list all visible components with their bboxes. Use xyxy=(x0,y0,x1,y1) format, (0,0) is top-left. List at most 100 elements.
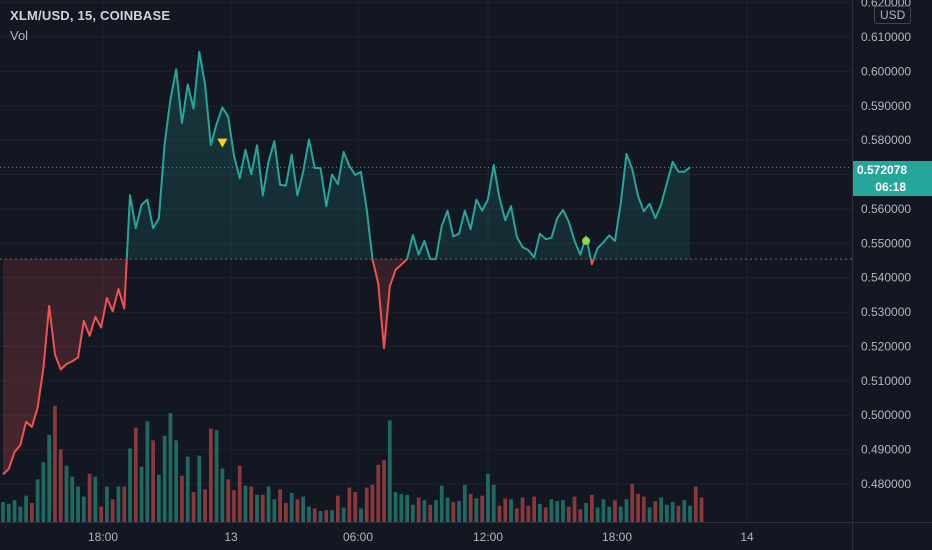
volume-bar xyxy=(699,497,704,522)
volume-bar xyxy=(237,465,242,522)
volume-bar xyxy=(29,502,34,522)
volume-bar xyxy=(682,500,687,522)
volume-bar xyxy=(665,504,669,522)
y-tick-label: 0.480000 xyxy=(861,477,911,491)
volume-bar xyxy=(93,476,98,522)
x-tick-label: 12:00 xyxy=(473,530,503,544)
volume-bar xyxy=(151,440,155,522)
volume-bar xyxy=(185,456,190,522)
x-tick-label: 13 xyxy=(224,530,238,544)
volume-bar xyxy=(232,490,236,522)
volume-bar xyxy=(180,475,184,522)
volume-bar xyxy=(330,510,334,522)
volume-bar xyxy=(353,492,358,522)
volume-bar xyxy=(81,496,86,522)
volume-bar xyxy=(12,500,17,522)
volume-bar xyxy=(359,508,363,522)
volume-bar xyxy=(549,499,554,522)
volume-indicator-label[interactable]: Vol xyxy=(10,28,29,43)
volume-bar xyxy=(260,494,265,522)
volume-bar xyxy=(543,507,548,522)
volume-bar xyxy=(266,486,271,522)
volume-bar xyxy=(572,496,577,522)
volume-bar xyxy=(613,500,617,522)
volume-bar xyxy=(641,496,646,522)
area-fill-above-baseline xyxy=(3,51,690,260)
volume-bar xyxy=(497,505,502,522)
volume-bar xyxy=(693,486,698,522)
volume-bar xyxy=(133,427,138,522)
volume-bar xyxy=(676,505,681,522)
volume-bar xyxy=(555,501,560,522)
volume-bar xyxy=(509,499,513,522)
volume-bar xyxy=(324,510,329,522)
volume-bar xyxy=(191,492,196,522)
signal-marker-triangle xyxy=(217,138,228,148)
volume-bar xyxy=(491,484,496,522)
volume-bar xyxy=(24,495,28,522)
volume-bar xyxy=(387,420,392,522)
volume-bar xyxy=(561,500,565,522)
volume-bar xyxy=(18,506,23,522)
volume-bar xyxy=(249,486,254,522)
volume-bar xyxy=(578,509,583,522)
volume-bar xyxy=(139,466,144,522)
volume-bar xyxy=(601,499,606,522)
volume-bar xyxy=(636,493,640,522)
y-tick-label: 0.550000 xyxy=(861,236,911,250)
volume-bar xyxy=(35,479,40,522)
volume-bar xyxy=(284,502,288,522)
y-tick-label: 0.490000 xyxy=(861,443,911,457)
volume-bar xyxy=(405,494,409,522)
volume-bar xyxy=(364,487,369,522)
volume-bar xyxy=(145,421,150,522)
volume-bar xyxy=(87,473,92,522)
volume-bar xyxy=(416,497,421,522)
price-line-below xyxy=(2,259,595,476)
volume-bar xyxy=(434,500,438,522)
symbol-title[interactable]: XLM/USD, 15, COINBASE xyxy=(10,8,171,23)
volume-bar xyxy=(105,486,109,522)
currency-selector[interactable]: USD xyxy=(874,6,912,24)
volume-bar xyxy=(208,428,213,522)
volume-bar xyxy=(197,455,202,522)
volume-bar xyxy=(64,465,69,522)
y-tick-label: 0.540000 xyxy=(861,271,911,285)
volume-bar xyxy=(584,502,588,522)
volume-bar xyxy=(532,496,537,522)
y-tick-label: 0.600000 xyxy=(861,64,911,78)
volume-bar xyxy=(41,462,46,522)
y-tick-label: 0.520000 xyxy=(861,339,911,353)
volume-bar xyxy=(670,502,675,522)
volume-bar xyxy=(318,511,323,522)
volume-bar xyxy=(162,435,167,522)
signal-marker-dot xyxy=(582,236,591,245)
y-tick-label: 0.620000 xyxy=(861,0,911,10)
volume-bar xyxy=(653,501,658,522)
bar-countdown-label: 06:18 xyxy=(853,179,932,196)
x-tick-label: 18:00 xyxy=(88,530,118,544)
volume-bar xyxy=(595,507,600,522)
volume-bar xyxy=(457,501,461,522)
volume-bar xyxy=(422,500,427,522)
volume-bar xyxy=(272,499,277,522)
volume-bar xyxy=(393,492,398,522)
volume-bar xyxy=(607,506,612,522)
volume-bar xyxy=(301,496,306,522)
volume-bar xyxy=(278,489,282,522)
volume-bar xyxy=(630,483,635,522)
volume-bar xyxy=(47,434,52,522)
volume-bar xyxy=(312,508,317,522)
volume-bar xyxy=(99,506,104,522)
last-price-label: 0.572078 xyxy=(853,161,932,179)
volume-bar xyxy=(289,492,294,522)
y-tick-label: 0.610000 xyxy=(861,30,911,44)
y-tick-label: 0.510000 xyxy=(861,374,911,388)
volume-bar xyxy=(480,495,485,522)
volume-bar xyxy=(538,503,542,522)
volume-bar xyxy=(382,460,386,522)
volume-bar xyxy=(116,486,121,522)
volume-bar xyxy=(474,498,479,522)
